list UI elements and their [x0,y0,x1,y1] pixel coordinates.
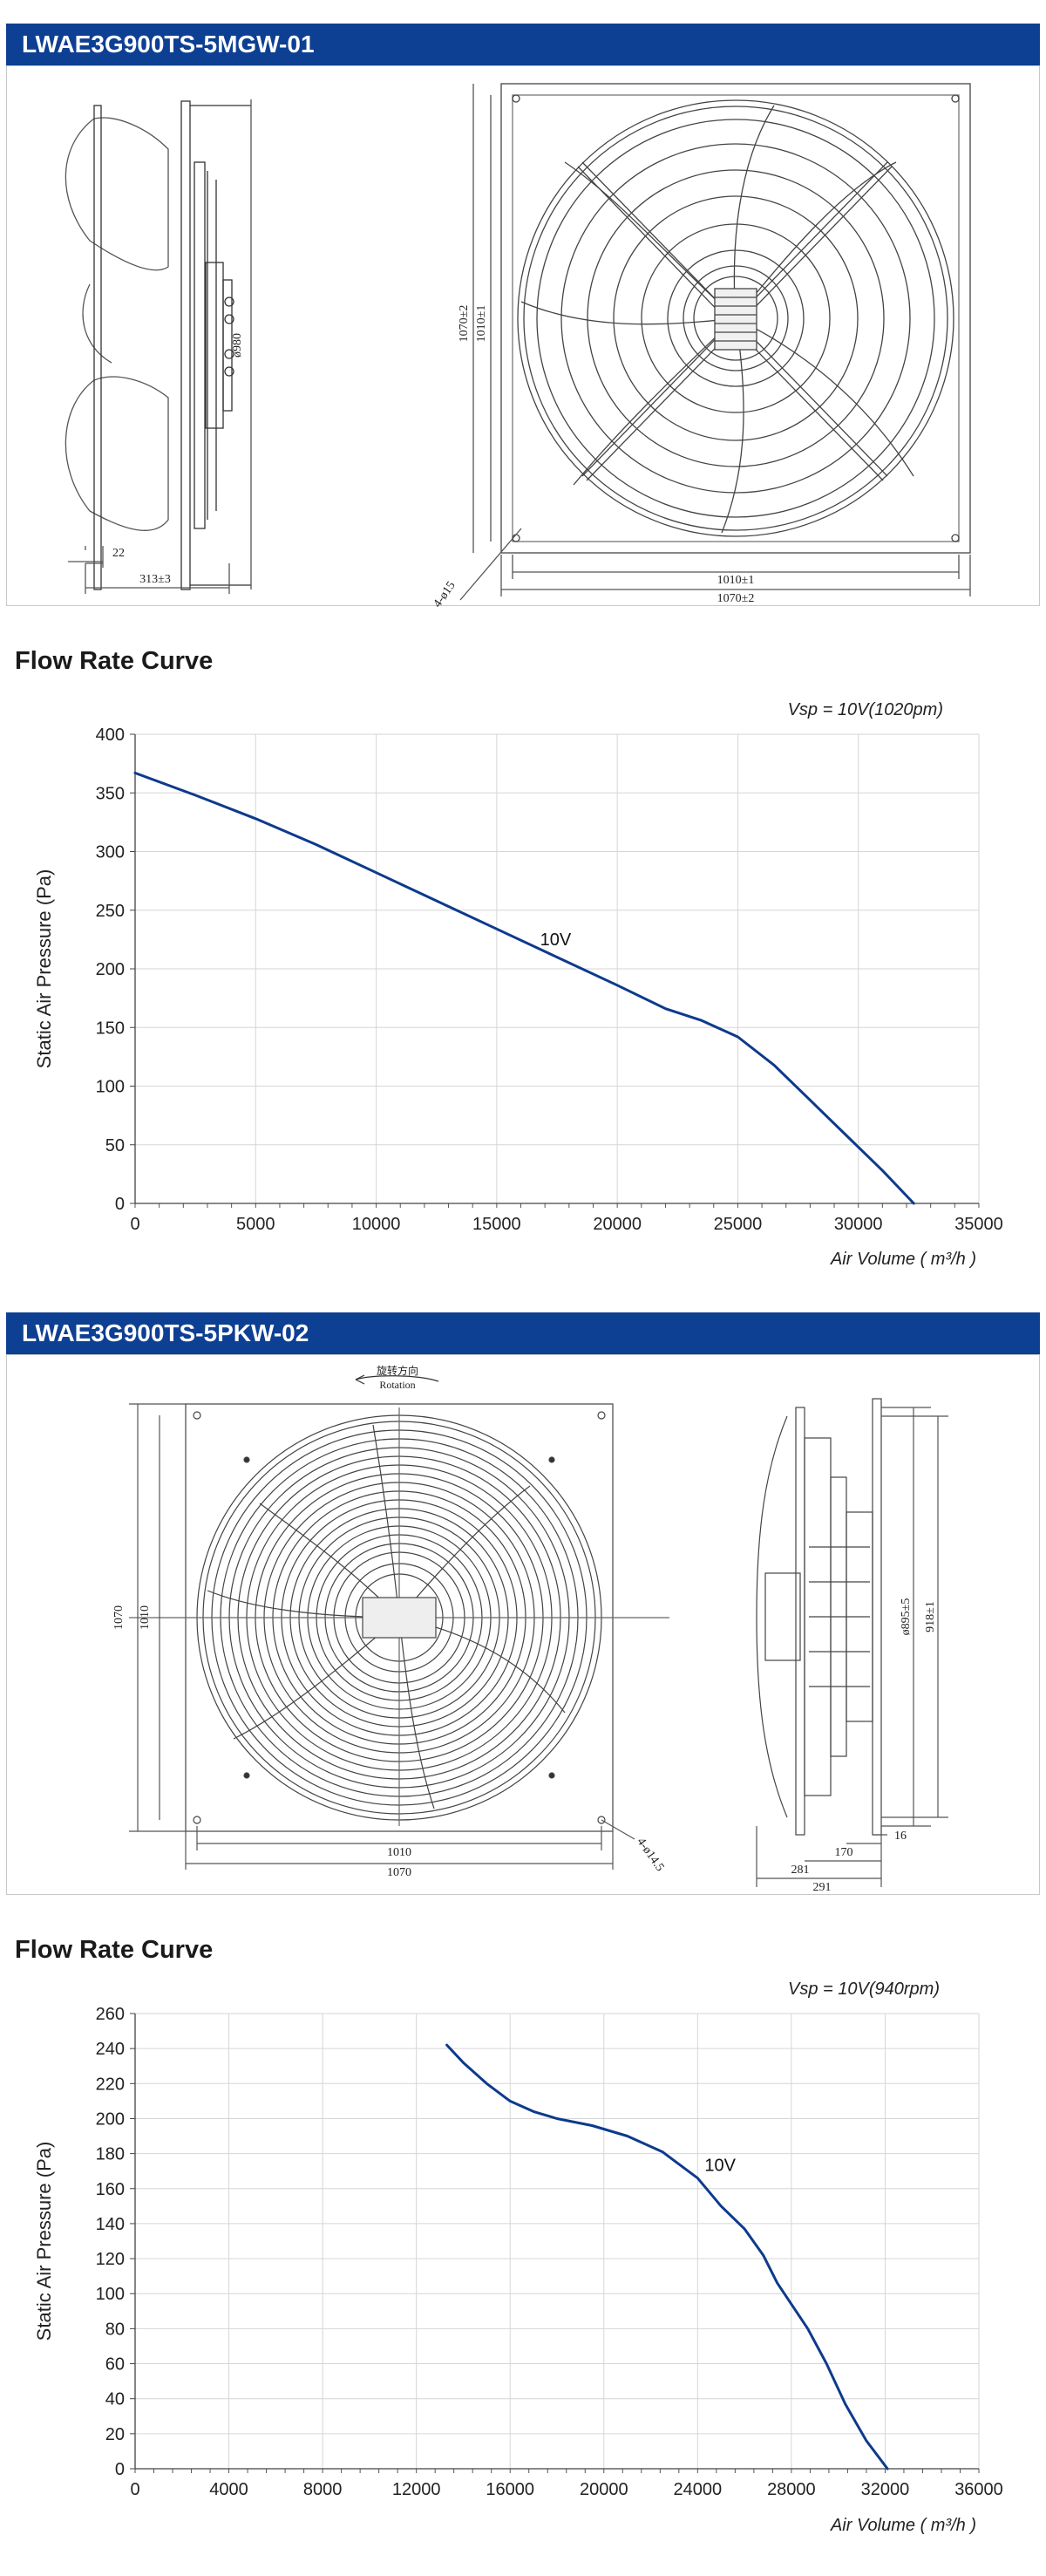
mounting-holes-label-1: 4-ø15 [431,579,458,607]
front-height-outer-label-1: 1070±2 [458,305,471,343]
series-line-10V [445,2043,889,2470]
front-view-2 [129,1403,669,1870]
model-title-1: LWAE3G900TS-5MGW-01 [22,31,315,58]
section-title-flow-curve-1: Flow Rate Curve [15,647,214,675]
y-tick-label: 60 [105,2355,125,2375]
x-tick-label: 8000 [303,2480,343,2499]
x-tick-label: 36000 [954,2480,1003,2499]
y-tick-label: 300 [96,843,125,862]
y-tick-label: 140 [96,2215,125,2234]
y-tick-label: 260 [96,2005,125,2024]
series-label: 10V [540,930,572,950]
y-tick-label: 200 [96,960,125,979]
side-view-2 [756,1398,948,1887]
y-tick-label: 200 [96,2109,125,2129]
y-tick-label: 50 [105,1136,125,1155]
x-tick-label: 5000 [236,1215,275,1234]
rotation-arrow-icon [355,1374,439,1385]
y-axis-title: Static Air Pressure (Pa) [33,869,55,1069]
x-tick-label: 0 [130,1215,139,1234]
y-axis-title: Static Air Pressure (Pa) [33,2142,55,2341]
flow-chart-1: 0 5000 10000 15000 20000 25000 30000 35000 0 50 10… [0,689,1046,1299]
x-tick-label: 35000 [954,1215,1003,1234]
y-tick-label: 0 [115,2460,125,2479]
side-depth-c-label-2: 291 [813,1881,832,1894]
operating-point-annotation: Vsp = 10V(1020pm) [788,700,943,719]
front-width-inner-label-2: 1010 [387,1846,411,1859]
side-diameter-label-1: ø980 [231,333,244,358]
drawing-panel-1: ø980 22 313±3 [6,65,1040,607]
y-tick-label: 80 [105,2320,125,2339]
operating-point-annotation: Vsp = 10V(940rpm) [788,1980,940,1999]
drawing-panel-2: 旋转方向 Rotation [6,1354,1040,1895]
side-depth-a-label-2: 170 [835,1846,853,1859]
model-title-banner-2: LWAE3G900TS-5PKW-02 [6,1312,1040,1354]
side-depth-label-1: 313±3 [139,573,171,586]
x-tick-label: 16000 [486,2480,534,2499]
y-tick-label: 150 [96,1019,125,1038]
y-tick-label: 220 [96,2075,125,2094]
model-title-banner-1: LWAE3G900TS-5MGW-01 [6,24,1040,65]
y-tick-label: 250 [96,902,125,921]
series-line-10V [133,771,915,1205]
y-tick-label: 180 [96,2145,125,2164]
y-tick-label: 40 [105,2390,125,2409]
section-title-flow-curve-2: Flow Rate Curve [15,1936,214,1964]
flow-chart-2: 0 4000 8000 12000 16000 20000 24000 28000 32000 3… [0,1975,1046,2568]
x-axis-title: Air Volume ( m³/h ) [830,1250,976,1269]
y-tick-label: 240 [96,2040,125,2059]
series-label: 10V [704,2157,736,2176]
technical-drawing-1: ø980 22 313±3 [65,83,971,607]
flow-chart-svg-2: 0 4000 8000 12000 16000 20000 24000 28000 32000 3… [33,1980,1003,2535]
x-tick-label: 4000 [209,2480,248,2499]
x-tick-label: 30000 [834,1215,883,1234]
front-width-inner-label-1: 1010±1 [717,574,755,587]
side-diameter-b-label-2: 918±1 [924,1601,937,1632]
x-tick-label: 28000 [767,2480,816,2499]
side-depth-b-label-2: 281 [791,1864,810,1877]
rotation-label-cn: 旋转方向 [377,1364,418,1377]
x-tick-label: 0 [130,2480,139,2499]
x-axis-title: Air Volume ( m³/h ) [830,2516,976,2535]
y-tick-label: 160 [96,2180,125,2199]
x-tick-label: 24000 [674,2480,723,2499]
side-flange-label-2: 16 [894,1830,907,1843]
y-tick-label: 350 [96,784,125,803]
front-width-outer-label-2: 1070 [387,1866,411,1879]
technical-drawing-2: 旋转方向 Rotation [112,1364,948,1894]
x-tick-label: 32000 [861,2480,910,2499]
model-title-2: LWAE3G900TS-5PKW-02 [22,1319,309,1346]
x-tick-label: 20000 [593,1215,642,1234]
x-tick-label: 25000 [714,1215,763,1234]
y-tick-label: 0 [115,1195,125,1214]
front-height-inner-label-1: 1010±1 [475,305,488,343]
y-tick-label: 100 [96,2285,125,2304]
mounting-holes-label-2: 4-ø14.5 [634,1836,666,1874]
front-height-outer-label-2: 1070 [112,1605,126,1630]
side-diameter-a-label-2: ø895±5 [900,1598,913,1636]
y-tick-label: 100 [96,1078,125,1097]
y-tick-label: 400 [96,726,125,745]
rotation-label-en: Rotation [379,1379,415,1391]
x-tick-label: 20000 [580,2480,628,2499]
front-width-outer-label-1: 1070±2 [717,592,755,605]
front-height-inner-label-2: 1010 [139,1605,152,1630]
side-view-1 [65,99,252,594]
flow-chart-svg-1: 0 5000 10000 15000 20000 25000 30000 35000 0 50 10… [33,700,1003,1269]
side-flange-label-1: 22 [112,547,125,560]
y-tick-label: 20 [105,2425,125,2444]
front-view-1 [459,83,971,601]
x-tick-label: 15000 [472,1215,521,1234]
x-tick-label: 10000 [352,1215,401,1234]
x-tick-label: 12000 [392,2480,441,2499]
y-tick-label: 120 [96,2250,125,2269]
